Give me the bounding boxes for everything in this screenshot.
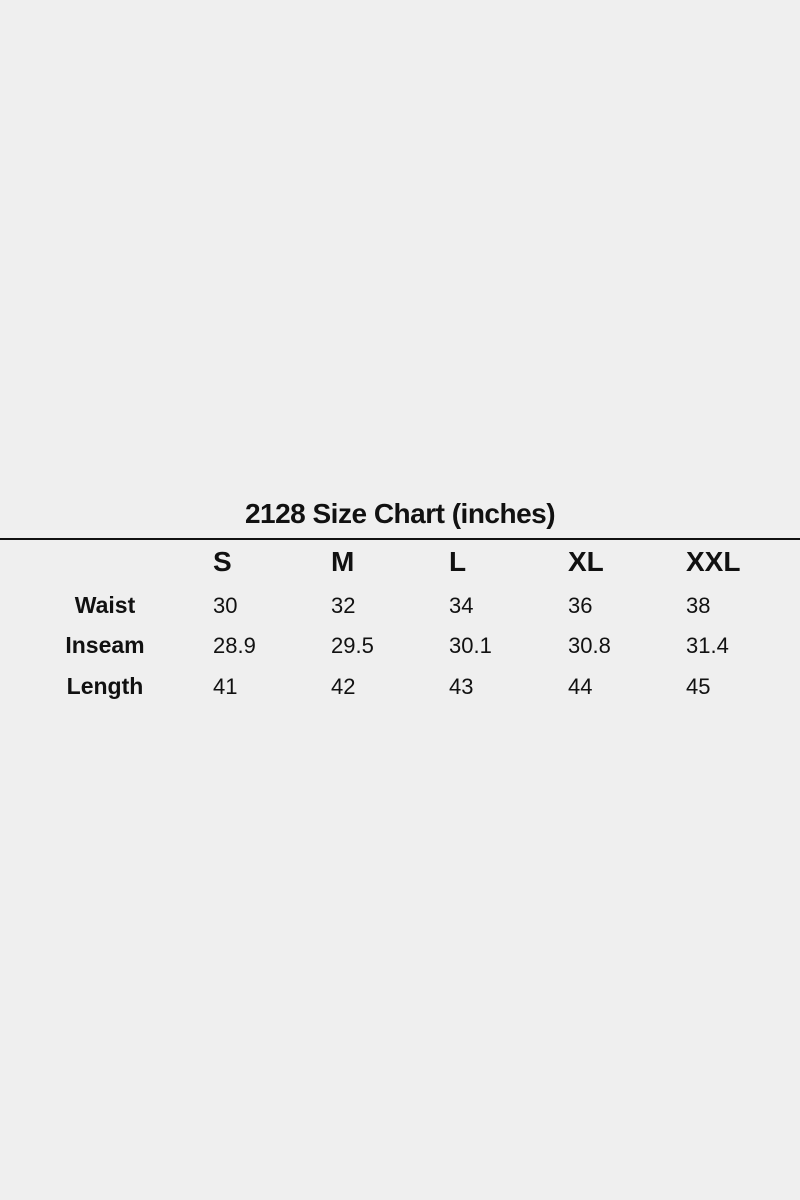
table-cell: 41 — [213, 674, 238, 699]
table-cell: 28.9 — [213, 633, 256, 658]
table-cell: 45 — [686, 674, 711, 699]
row-label-inseam: Inseam — [65, 632, 145, 658]
row-label-waist: Waist — [74, 592, 136, 618]
size-header-xxl: XXL — [686, 546, 741, 577]
table-cell: 32 — [331, 593, 356, 618]
table-cell: 30 — [213, 593, 238, 618]
table-cell: 36 — [568, 593, 593, 618]
size-header-s: S — [213, 546, 232, 577]
table-cell: 38 — [686, 593, 711, 618]
size-header-l: L — [449, 546, 467, 577]
size-header-xl: XL — [568, 546, 604, 577]
table-cell: 34 — [449, 593, 474, 618]
table-cell: 44 — [568, 674, 593, 699]
row-label-length: Length — [66, 673, 144, 699]
table-cell: 43 — [449, 674, 474, 699]
table-cell: 30.8 — [568, 633, 611, 658]
size-header-m: M — [331, 546, 355, 577]
table-cell: 30.1 — [449, 633, 492, 658]
table-cell: 31.4 — [686, 633, 729, 658]
table-cell: 42 — [331, 674, 356, 699]
table-cell: 29.5 — [331, 633, 374, 658]
title-divider — [0, 538, 800, 540]
size-chart-title: 2128 Size Chart (inches) — [244, 498, 556, 529]
